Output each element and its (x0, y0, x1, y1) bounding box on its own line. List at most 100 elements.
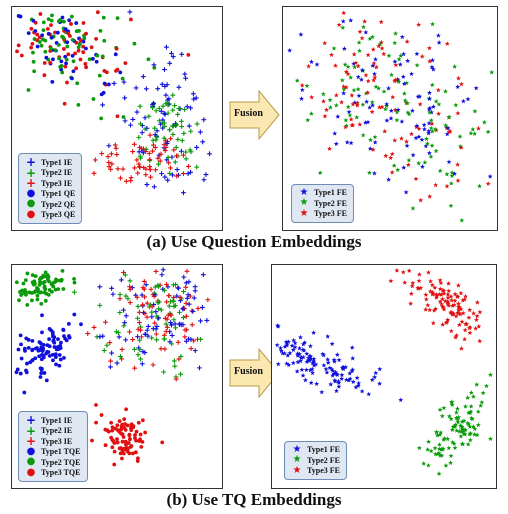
data-point-circle (61, 287, 66, 291)
data-point-plus (137, 153, 143, 159)
data-point-circle (33, 346, 38, 351)
data-point-plus (136, 161, 142, 167)
legend-entry: ● Type2 QE (25, 199, 76, 210)
data-point-star (459, 346, 464, 351)
data-point-plus (175, 339, 181, 345)
data-point-circle (23, 288, 27, 292)
data-point-star (445, 291, 451, 297)
data-point-circle (42, 290, 47, 295)
data-point-circle (131, 451, 135, 456)
data-point-plus (151, 142, 156, 148)
data-point-star (427, 90, 432, 95)
data-point-plus (158, 151, 164, 157)
data-point-star (453, 102, 459, 108)
data-point-plus (174, 167, 180, 173)
data-point-star (308, 111, 314, 116)
data-point-star (331, 357, 337, 362)
data-point-circle (102, 81, 107, 86)
data-point-circle (55, 30, 60, 35)
data-point-star (366, 170, 372, 175)
data-point-star (365, 52, 371, 58)
data-point-circle (60, 268, 65, 273)
data-point-star (285, 339, 291, 344)
data-point-star (395, 76, 401, 82)
data-point-star (402, 97, 408, 103)
data-point-plus (107, 340, 113, 346)
legend-label: Type1 TQE (41, 447, 81, 457)
data-point-circle (118, 451, 123, 456)
data-point-plus (162, 174, 168, 180)
data-point-plus (140, 349, 146, 355)
data-point-plus (150, 148, 155, 154)
data-point-star (455, 406, 460, 411)
fusion-arrow-icon (229, 89, 280, 141)
data-point-plus (127, 329, 132, 335)
data-point-plus (149, 309, 155, 315)
data-point-star (284, 340, 290, 345)
data-point-plus (162, 287, 167, 293)
data-point-star (393, 30, 399, 36)
data-point-circle (35, 293, 40, 298)
data-point-plus (154, 324, 160, 329)
data-point-star (443, 463, 449, 468)
data-point-star (476, 323, 482, 329)
data-point-plus (162, 111, 168, 117)
data-point-star (460, 98, 466, 104)
data-point-plus (143, 86, 149, 92)
data-point-circle (94, 37, 99, 41)
data-point-star (452, 171, 457, 176)
data-point-star (432, 285, 438, 290)
data-point-star (297, 345, 302, 351)
data-point-star (460, 297, 466, 303)
data-point-plus (127, 300, 133, 305)
data-point-star (382, 128, 388, 134)
data-point-star (408, 301, 414, 306)
data-point-plus (153, 167, 158, 173)
data-point-star (448, 460, 454, 465)
legend-entry: + Type3 IE (25, 435, 81, 447)
data-point-plus (175, 137, 181, 142)
data-point-circle (106, 82, 111, 87)
data-point-star (421, 460, 427, 466)
data-point-star (433, 148, 439, 154)
data-point-circle (35, 38, 40, 43)
data-point-star (305, 117, 311, 123)
fusion-label-a: Fusion (234, 108, 263, 119)
data-point-star (399, 118, 405, 124)
data-point-plus (179, 148, 184, 154)
data-point-plus (154, 134, 160, 140)
data-point-circle (129, 17, 133, 22)
star-marker-icon: ★ (292, 454, 302, 466)
data-point-plus (185, 292, 191, 298)
data-point-star (448, 453, 454, 459)
data-point-star (371, 77, 377, 83)
data-point-star (434, 293, 440, 299)
data-point-plus (152, 292, 158, 298)
data-point-star (436, 111, 442, 116)
data-point-star (472, 426, 478, 432)
data-point-plus (141, 279, 147, 284)
legend-label: Type2 IE (41, 426, 73, 436)
data-point-circle (122, 425, 127, 430)
data-point-star (409, 108, 415, 113)
data-point-plus (156, 118, 162, 124)
data-point-star (333, 369, 339, 375)
data-point-plus (181, 289, 186, 294)
data-point-star (383, 106, 388, 112)
data-point-plus (139, 361, 145, 367)
data-point-circle (120, 456, 124, 461)
data-point-plus (91, 170, 97, 176)
data-point-plus (122, 320, 128, 326)
data-point-star (440, 287, 446, 293)
data-point-plus (135, 304, 141, 309)
data-point-star (389, 72, 394, 78)
data-point-star (401, 91, 407, 96)
data-point-plus (172, 358, 177, 364)
data-point-circle (121, 115, 126, 119)
data-point-star (415, 285, 421, 291)
data-point-star (439, 452, 445, 458)
data-point-star (437, 277, 443, 283)
data-point-star (437, 442, 442, 447)
data-point-star (335, 114, 341, 119)
data-point-star (423, 296, 429, 302)
